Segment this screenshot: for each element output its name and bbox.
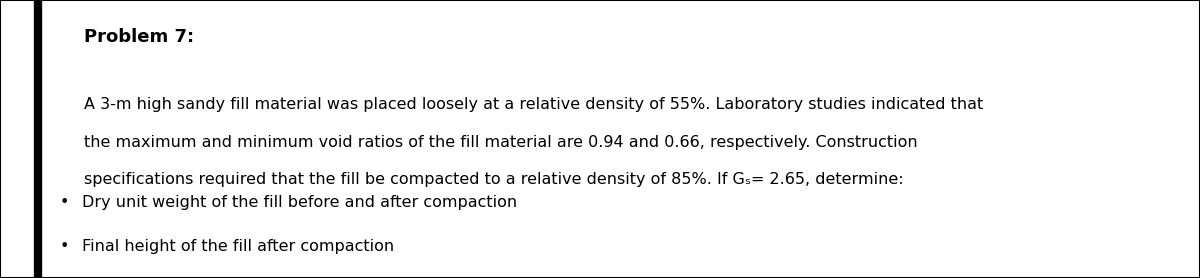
Text: A 3-m high sandy fill material was placed loosely at a relative density of 55%. : A 3-m high sandy fill material was place… [84, 97, 983, 112]
Text: •: • [60, 195, 70, 210]
Text: Problem 7:: Problem 7: [84, 28, 194, 46]
Text: the maximum and minimum void ratios of the fill material are 0.94 and 0.66, resp: the maximum and minimum void ratios of t… [84, 135, 918, 150]
Text: specifications required that the fill be compacted to a relative density of 85%.: specifications required that the fill be… [84, 172, 904, 187]
Text: •: • [60, 239, 70, 254]
Text: Final height of the fill after compaction: Final height of the fill after compactio… [82, 239, 394, 254]
Text: Dry unit weight of the fill before and after compaction: Dry unit weight of the fill before and a… [82, 195, 517, 210]
